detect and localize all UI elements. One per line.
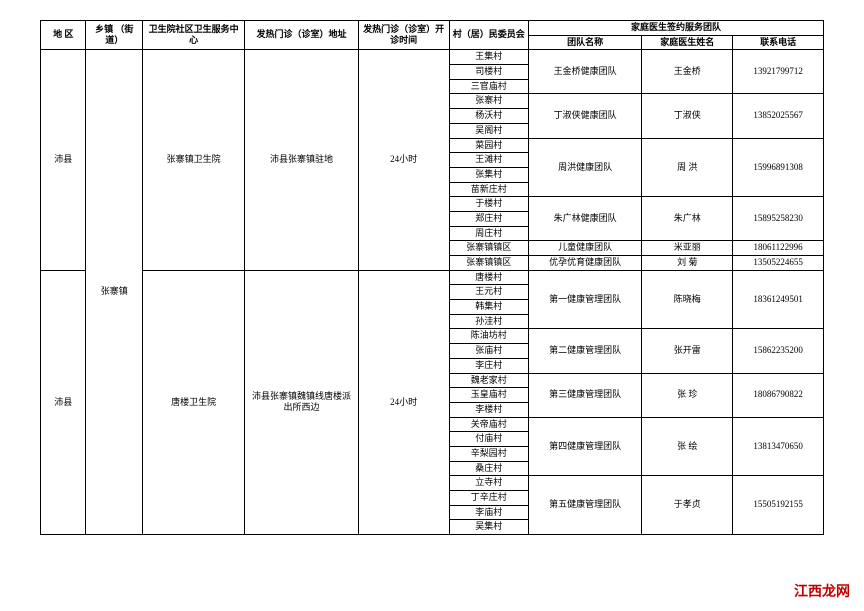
cell-doctor: 张 珍 [642, 373, 733, 417]
cell-phone: 15862235200 [733, 329, 824, 373]
cell-village: 王元村 [449, 285, 528, 300]
cell-team-name: 朱广林健康团队 [528, 197, 641, 241]
cell-team-name: 第一健康管理团队 [528, 270, 641, 329]
cell-doctor: 陈晓梅 [642, 270, 733, 329]
cell-village: 菜园村 [449, 138, 528, 153]
th-time: 发热门诊（诊室）开诊时间 [358, 21, 449, 50]
cell-village: 郑庄村 [449, 211, 528, 226]
th-doctor-name: 家庭医生姓名 [642, 35, 733, 50]
cell-village: 张寨镇镇区 [449, 241, 528, 256]
cell-doctor: 刘 菊 [642, 256, 733, 271]
cell-village: 辛梨园村 [449, 446, 528, 461]
th-team-group: 家庭医生签约服务团队 [528, 21, 823, 36]
cell-team-name: 周洪健康团队 [528, 138, 641, 197]
cell-region: 沛县 [41, 50, 86, 270]
cell-doctor: 米亚丽 [642, 241, 733, 256]
cell-doctor: 周 洪 [642, 138, 733, 197]
cell-team-name: 王金桥健康团队 [528, 50, 641, 94]
cell-village: 韩集村 [449, 300, 528, 315]
cell-village: 周庄村 [449, 226, 528, 241]
cell-village: 丁辛庄村 [449, 491, 528, 506]
cell-village: 吴集村 [449, 520, 528, 535]
cell-doctor: 王金桥 [642, 50, 733, 94]
cell-phone: 13505224655 [733, 256, 824, 271]
th-center: 卫生院社区卫生服务中心 [143, 21, 245, 50]
cell-region: 沛县 [41, 270, 86, 534]
cell-phone: 18361249501 [733, 270, 824, 329]
cell-doctor: 朱广林 [642, 197, 733, 241]
cell-village: 李庄村 [449, 358, 528, 373]
cell-village: 吴阁村 [449, 123, 528, 138]
th-team-name: 团队名称 [528, 35, 641, 50]
cell-village: 王集村 [449, 50, 528, 65]
table-body: 沛县张寨镇张寨镇卫生院沛县张寨镇驻地24小时王集村王金桥健康团队王金桥13921… [41, 50, 824, 535]
cell-doctor: 丁淑侠 [642, 94, 733, 138]
cell-center: 张寨镇卫生院 [143, 50, 245, 270]
cell-phone: 13921799712 [733, 50, 824, 94]
cell-phone: 13852025567 [733, 94, 824, 138]
cell-doctor: 张 绘 [642, 417, 733, 476]
th-phone: 联系电话 [733, 35, 824, 50]
cell-village: 张寨镇镇区 [449, 256, 528, 271]
cell-center: 唐楼卫生院 [143, 270, 245, 534]
cell-village: 苗新庄村 [449, 182, 528, 197]
cell-village: 三官庙村 [449, 79, 528, 94]
schedule-table: 地 区 乡镇 （街道） 卫生院社区卫生服务中心 发热门诊（诊室）地址 发热门诊（… [40, 20, 824, 535]
table-row: 沛县张寨镇张寨镇卫生院沛县张寨镇驻地24小时王集村王金桥健康团队王金桥13921… [41, 50, 824, 65]
cell-village: 桑庄村 [449, 461, 528, 476]
th-town: 乡镇 （街道） [86, 21, 143, 50]
cell-phone: 15895258230 [733, 197, 824, 241]
cell-village: 立寺村 [449, 476, 528, 491]
cell-village: 王滩村 [449, 153, 528, 168]
cell-village: 张庙村 [449, 344, 528, 359]
cell-doctor: 张开雷 [642, 329, 733, 373]
cell-addr: 沛县张寨镇驻地 [245, 50, 358, 270]
cell-village: 付庙村 [449, 432, 528, 447]
cell-team-name: 优孕优育健康团队 [528, 256, 641, 271]
cell-village: 唐楼村 [449, 270, 528, 285]
cell-phone: 13813470650 [733, 417, 824, 476]
cell-phone: 15996891308 [733, 138, 824, 197]
cell-village: 李楼村 [449, 402, 528, 417]
cell-village: 李庙村 [449, 505, 528, 520]
th-region: 地 区 [41, 21, 86, 50]
cell-town: 张寨镇 [86, 50, 143, 535]
cell-phone: 15505192155 [733, 476, 824, 535]
cell-phone: 18061122996 [733, 241, 824, 256]
th-addr: 发热门诊（诊室）地址 [245, 21, 358, 50]
cell-village: 玉皇庙村 [449, 388, 528, 403]
cell-doctor: 于孝贞 [642, 476, 733, 535]
cell-team-name: 第三健康管理团队 [528, 373, 641, 417]
cell-team-name: 儿童健康团队 [528, 241, 641, 256]
cell-phone: 18086790822 [733, 373, 824, 417]
cell-village: 张寨村 [449, 94, 528, 109]
cell-team-name: 第二健康管理团队 [528, 329, 641, 373]
cell-team-name: 第五健康管理团队 [528, 476, 641, 535]
cell-team-name: 丁淑侠健康团队 [528, 94, 641, 138]
table-row: 沛县唐楼卫生院沛县张寨镇魏镇线唐楼派出所西边24小时唐楼村第一健康管理团队陈晓梅… [41, 270, 824, 285]
cell-addr: 沛县张寨镇魏镇线唐楼派出所西边 [245, 270, 358, 534]
cell-village: 魏老家村 [449, 373, 528, 388]
cell-village: 司楼村 [449, 65, 528, 80]
cell-village: 于楼村 [449, 197, 528, 212]
cell-village: 陈油坊村 [449, 329, 528, 344]
cell-village: 张集村 [449, 167, 528, 182]
cell-time: 24小时 [358, 50, 449, 270]
th-committee: 村（居）民委员会 [449, 21, 528, 50]
cell-time: 24小时 [358, 270, 449, 534]
cell-village: 关帝庙村 [449, 417, 528, 432]
cell-team-name: 第四健康管理团队 [528, 417, 641, 476]
watermark-text: 江西龙网 [794, 581, 850, 601]
cell-village: 孙洼村 [449, 314, 528, 329]
cell-village: 杨沃村 [449, 109, 528, 124]
